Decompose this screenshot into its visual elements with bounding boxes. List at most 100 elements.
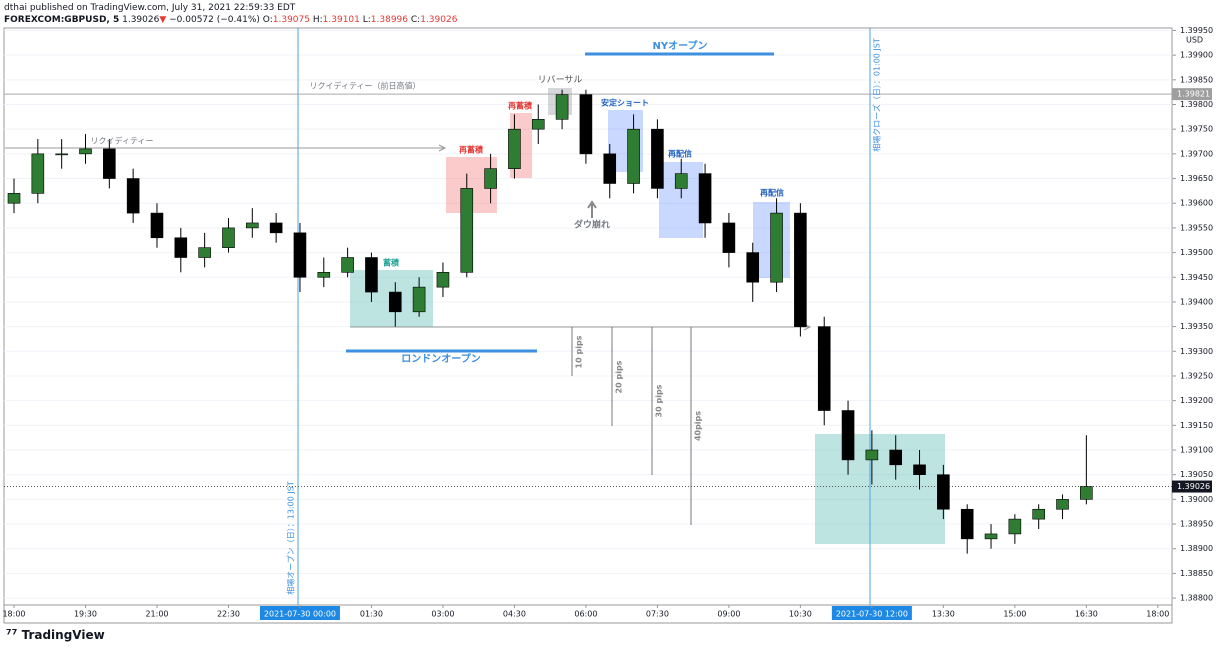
last: 1.39026	[122, 15, 160, 25]
currency-label: USD	[1186, 36, 1203, 45]
x-tick-label: 18:00	[1146, 610, 1169, 619]
close: 1.39026	[420, 15, 458, 25]
candle-body	[937, 474, 950, 510]
annotation: ダウ崩れ	[574, 219, 610, 231]
y-tick-label: 1.39400	[1180, 297, 1213, 306]
x-tick-label: 21:00	[145, 610, 168, 619]
y-tick-label: 1.39900	[1180, 51, 1213, 60]
annotation: 安定ショート	[601, 98, 649, 108]
l-label: L:	[362, 15, 371, 25]
annotation: 再配信	[760, 188, 784, 198]
x-tick-label: 10:30	[789, 610, 812, 619]
candle-body	[960, 508, 974, 540]
x-tick-label: 22:30	[217, 610, 240, 619]
candle-body	[293, 232, 307, 278]
y-tick-label: 1.39650	[1180, 174, 1213, 183]
annotation: 再蓄積	[508, 101, 533, 111]
price-tag	[1172, 88, 1212, 101]
y-tick-label: 1.39500	[1180, 248, 1213, 257]
candle-body	[317, 272, 331, 278]
candle-body	[984, 533, 998, 540]
candle-body	[222, 227, 235, 248]
x-tick-label: 13:30	[932, 610, 955, 619]
candle-body	[889, 449, 903, 466]
annotation: 20 pips	[615, 360, 624, 393]
annotation: 再配信	[668, 149, 692, 159]
open: 1.39075	[272, 15, 310, 25]
y-tick-label: 1.39300	[1180, 347, 1213, 356]
candle-body	[674, 173, 688, 189]
candle-body	[627, 128, 640, 184]
candle-body	[913, 464, 926, 475]
candle-body	[31, 153, 45, 194]
candle-body	[460, 188, 474, 273]
y-tick-label: 1.39550	[1180, 223, 1213, 232]
x-tick-label: 03:00	[431, 610, 454, 619]
annotation: 30 pips	[655, 384, 664, 417]
y-tick-label: 1.39750	[1180, 125, 1213, 134]
y-tick-label: 1.39600	[1180, 199, 1213, 208]
arrow-head	[438, 144, 447, 152]
candle-body	[174, 237, 188, 258]
high: 1.39101	[322, 15, 360, 25]
candle-body	[198, 247, 211, 258]
candle-body	[508, 128, 521, 169]
y-tick-label: 1.39800	[1180, 100, 1213, 109]
candle-body	[651, 128, 664, 189]
candle-body	[746, 252, 760, 283]
candle-body	[341, 257, 354, 273]
x-tick-label: 06:00	[574, 610, 597, 619]
price-tag-label: 1.39821	[1177, 90, 1210, 99]
candle-body	[55, 153, 68, 156]
y-tick-label: 1.39050	[1180, 470, 1213, 479]
candle-body	[150, 212, 164, 239]
annotation: NYオープン	[652, 39, 707, 52]
y-tick-label: 1.39000	[1180, 495, 1213, 504]
candle-body	[817, 326, 831, 411]
o-label: O:	[262, 15, 273, 25]
annotation: 相場オープン（日）：13:00 JST	[286, 481, 296, 595]
h-label: H:	[312, 15, 323, 25]
y-tick-label: 1.39950	[1180, 26, 1213, 35]
candle-body	[79, 148, 92, 155]
candle-body	[603, 153, 617, 184]
header: dthai published on TradingView.com, July…	[4, 2, 457, 26]
x-tick-label: 15:00	[1003, 610, 1026, 619]
publisher: dthai published on TradingView.com, July…	[4, 3, 296, 13]
candle-body	[1080, 486, 1093, 500]
quote-line: FOREXCOM:GBPUSD, 5 1.39026▼ −0.00572 (−0…	[4, 14, 457, 26]
x-tick-label: 2021-07-30 12:00	[836, 610, 908, 619]
candle-body	[412, 286, 426, 313]
candle-body	[388, 291, 402, 313]
x-tick-label: 04:30	[503, 610, 526, 619]
annotation: ロンドンオープン	[401, 352, 480, 365]
x-tick-highlight	[831, 606, 912, 620]
x-tick-highlight	[259, 606, 340, 620]
x-tick-label: 18:00	[2, 610, 25, 619]
candle-body	[1032, 508, 1045, 520]
candle-body	[698, 173, 712, 224]
annotation: 相場クローズ（日）：01:00 JST	[872, 38, 882, 152]
price-tag	[1172, 480, 1212, 493]
footer: ⁷⁷ TradingView	[6, 628, 105, 643]
y-tick-label: 1.39350	[1180, 322, 1213, 331]
y-tick-label: 1.39200	[1180, 396, 1213, 405]
candle-body	[555, 94, 569, 120]
change: −0.00572 (−0.41%)	[169, 15, 260, 25]
y-tick-label: 1.39700	[1180, 149, 1213, 158]
y-tick-label: 1.38950	[1180, 520, 1213, 529]
x-tick-label: 01:30	[360, 610, 383, 619]
chart: 1.39950 1.39900 1.39850 1.39800 1.39750 1.397…	[2, 26, 1213, 624]
y-tick-label: 1.39850	[1180, 75, 1213, 84]
annotation: 再蓄積	[459, 145, 484, 155]
brand: TradingView	[21, 628, 105, 642]
y-tick-label: 1.38800	[1180, 594, 1213, 603]
arrow: ▼	[159, 15, 167, 25]
price-tag-label: 1.39026	[1177, 482, 1210, 491]
annotation: リバーサル	[538, 75, 583, 86]
logo: ⁷⁷	[6, 628, 18, 643]
frame	[3, 27, 1173, 624]
candle-body	[1056, 499, 1069, 510]
x-tick-label: 16:30	[1075, 610, 1098, 619]
candle-body	[722, 222, 736, 253]
